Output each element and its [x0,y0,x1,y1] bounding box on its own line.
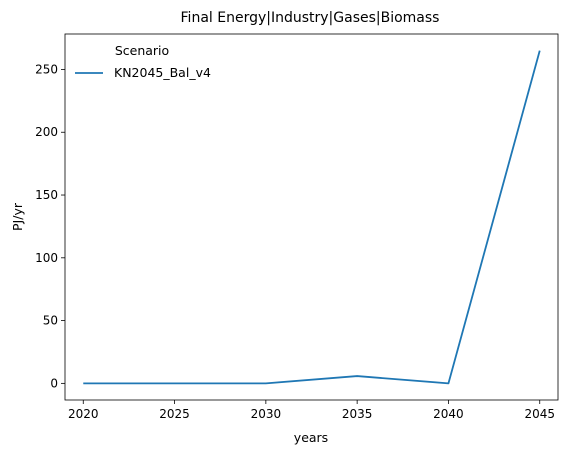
y-tick-label: 0 [50,376,58,390]
chart-title: Final Energy|Industry|Gases|Biomass [181,10,440,26]
y-tick-label: 50 [43,314,58,328]
legend-label-kn2045-bal-v4: KN2045_Bal_v4 [114,65,211,80]
x-tick-label: 2020 [68,407,99,421]
legend-title: Scenario [115,43,169,58]
y-tick-label: 200 [35,125,58,139]
legend: Scenario KN2045_Bal_v4 [75,43,211,80]
y-axis-label: PJ/yr [10,202,25,231]
y-tick-label: 250 [35,62,58,76]
y-axis: 0 50 100 150 200 250 [35,62,65,390]
y-tick-label: 100 [35,251,58,265]
x-tick-label: 2035 [342,407,373,421]
x-tick-label: 2030 [251,407,282,421]
x-axis: 2020 2025 2030 2035 2040 2045 [68,400,555,421]
x-axis-label: years [294,430,328,445]
x-tick-label: 2025 [159,407,190,421]
x-tick-label: 2040 [433,407,464,421]
series-line-kn2045-bal-v4 [83,50,541,385]
x-tick-label: 2045 [524,407,555,421]
plot-area [64,33,559,401]
series-layer [83,50,541,385]
y-tick-label: 150 [35,188,58,202]
